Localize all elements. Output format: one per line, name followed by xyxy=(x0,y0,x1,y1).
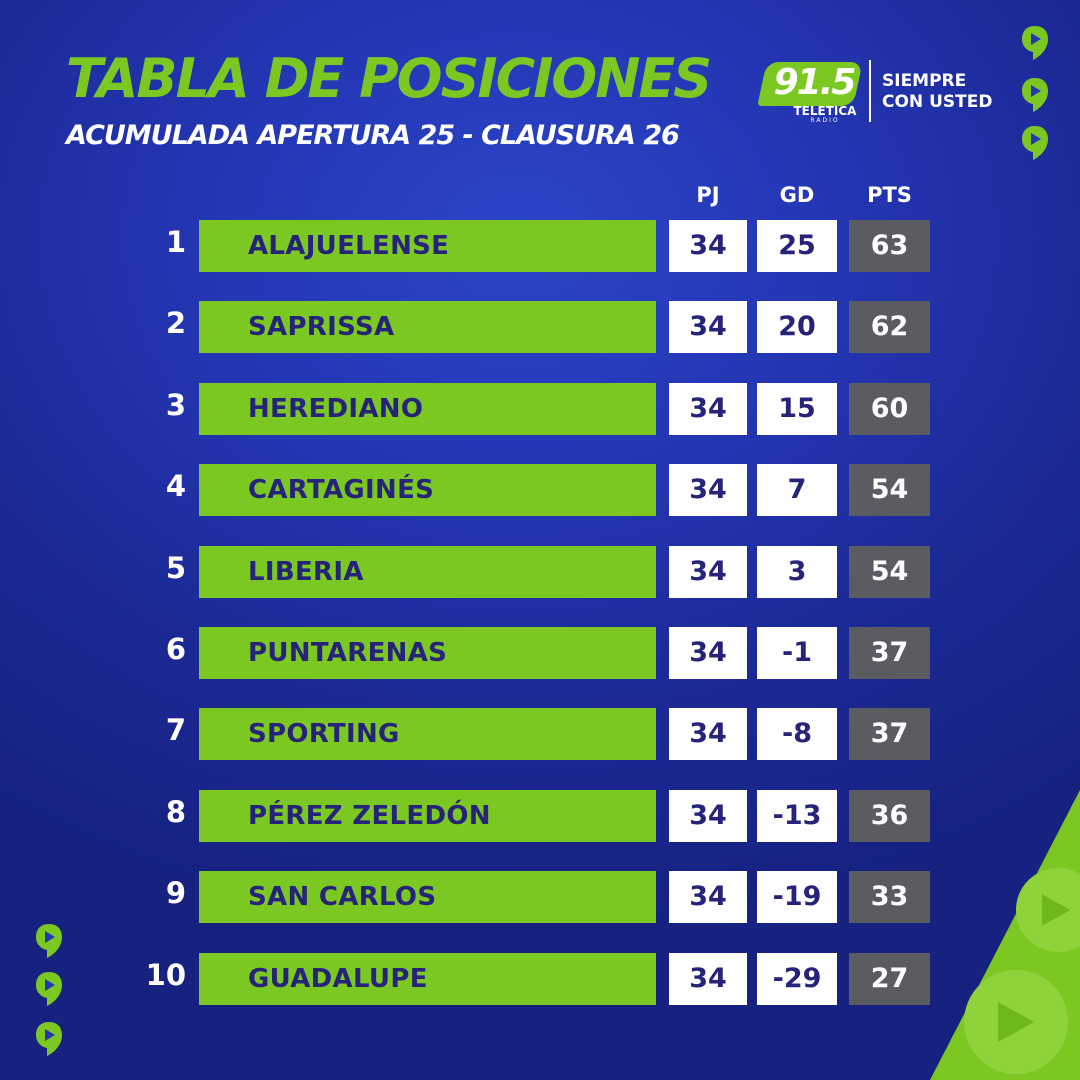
team-name: SAN CARLOS xyxy=(199,871,656,923)
points: 37 xyxy=(849,708,930,760)
standings-row: 4 CARTAGINÉS 34 7 54 xyxy=(0,462,1080,516)
standings-row: 9 SAN CARLOS 34 -19 33 xyxy=(0,869,1080,923)
games-played: 34 xyxy=(669,383,747,435)
column-header-pj: PJ xyxy=(696,183,720,207)
standings-row: 6 PUNTARENAS 34 -1 37 xyxy=(0,625,1080,679)
games-played: 34 xyxy=(669,708,747,760)
points: 54 xyxy=(849,464,930,516)
rank-number: 4 xyxy=(165,469,186,503)
points: 54 xyxy=(849,546,930,598)
logo-name: TELETICA xyxy=(793,104,857,118)
points: 62 xyxy=(849,301,930,353)
goal-difference: -19 xyxy=(757,871,837,923)
team-name: ALAJUELENSE xyxy=(199,220,656,272)
play-bubble-icon xyxy=(1020,124,1050,162)
points: 36 xyxy=(849,790,930,842)
goal-difference: 25 xyxy=(757,220,837,272)
points: 37 xyxy=(849,627,930,679)
standings-row: 8 PÉREZ ZELEDÓN 34 -13 36 xyxy=(0,788,1080,842)
play-bubble-icon xyxy=(34,970,64,1008)
standings-row: 10 GUADALUPE 34 -29 27 xyxy=(0,951,1080,1005)
column-header-pts: PTS xyxy=(867,183,912,207)
team-name: PUNTARENAS xyxy=(199,627,656,679)
rank-number: 5 xyxy=(165,551,186,585)
points: 63 xyxy=(849,220,930,272)
rank-number: 2 xyxy=(165,306,186,340)
column-header-gd: GD xyxy=(779,183,815,207)
goal-difference: 15 xyxy=(757,383,837,435)
goal-difference: -1 xyxy=(757,627,837,679)
games-played: 34 xyxy=(669,301,747,353)
games-played: 34 xyxy=(669,464,747,516)
logo-frequency: 91.5 xyxy=(773,62,857,103)
goal-difference: -8 xyxy=(757,708,837,760)
points: 33 xyxy=(849,871,930,923)
games-played: 34 xyxy=(669,220,747,272)
team-name: SPORTING xyxy=(199,708,656,760)
games-played: 34 xyxy=(669,790,747,842)
rank-number: 1 xyxy=(165,225,186,259)
team-name: CARTAGINÉS xyxy=(199,464,656,516)
goal-difference: -13 xyxy=(757,790,837,842)
rank-number: 8 xyxy=(165,795,186,829)
play-bubble-icon xyxy=(34,1020,64,1058)
brand-logo: 91.5 TELETICA RADIO SIEMPRE CON USTED xyxy=(757,60,1002,126)
team-name: LIBERIA xyxy=(199,546,656,598)
play-bubble-icon xyxy=(1020,24,1050,62)
team-name: PÉREZ ZELEDÓN xyxy=(199,790,656,842)
rank-number: 7 xyxy=(165,713,186,747)
logo-sub: RADIO xyxy=(810,117,840,124)
games-played: 34 xyxy=(669,546,747,598)
rank-number: 6 xyxy=(165,632,186,666)
goal-difference: 3 xyxy=(757,546,837,598)
games-played: 34 xyxy=(669,953,747,1005)
standings-row: 7 SPORTING 34 -8 37 xyxy=(0,706,1080,760)
goal-difference: 7 xyxy=(757,464,837,516)
standings-row: 1 ALAJUELENSE 34 25 63 xyxy=(0,218,1080,272)
goal-difference: 20 xyxy=(757,301,837,353)
goal-difference: -29 xyxy=(757,953,837,1005)
points: 60 xyxy=(849,383,930,435)
rank-number: 9 xyxy=(165,876,186,910)
play-bubble-icon xyxy=(1020,76,1050,114)
points: 27 xyxy=(849,953,930,1005)
team-name: HEREDIANO xyxy=(199,383,656,435)
games-played: 34 xyxy=(669,871,747,923)
games-played: 34 xyxy=(669,627,747,679)
rank-number: 10 xyxy=(145,958,186,992)
slogan-line-2: CON USTED xyxy=(882,92,993,112)
corner-decoration xyxy=(930,790,1080,1080)
team-name: SAPRISSA xyxy=(199,301,656,353)
rank-number: 3 xyxy=(165,388,186,422)
page-title: TABLA DE POSICIONES xyxy=(66,47,712,110)
slogan-line-1: SIEMPRE xyxy=(882,71,967,91)
standings-row: 5 LIBERIA 34 3 54 xyxy=(0,544,1080,598)
play-bubble-icon xyxy=(34,922,64,960)
team-name: GUADALUPE xyxy=(199,953,656,1005)
standings-row: 3 HEREDIANO 34 15 60 xyxy=(0,381,1080,435)
page-subtitle: ACUMULADA APERTURA 25 - CLAUSURA 26 xyxy=(66,120,680,151)
brand-divider xyxy=(869,60,871,122)
brand-slogan: SIEMPRE CON USTED xyxy=(882,71,1000,113)
standings-row: 2 SAPRISSA 34 20 62 xyxy=(0,299,1080,353)
